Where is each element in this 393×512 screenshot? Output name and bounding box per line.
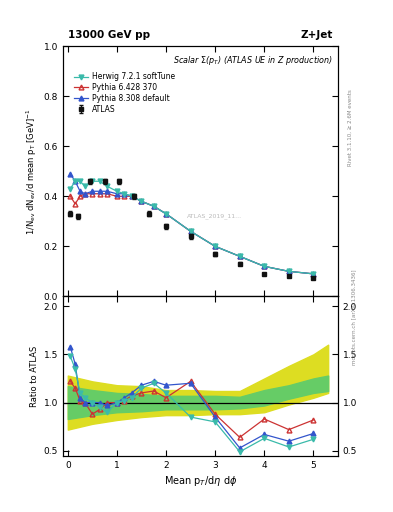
Herwig 7.2.1 softTune [83, 183, 87, 189]
Herwig 7.2.1 softTune [122, 190, 127, 197]
Pythia 6.428 370 [237, 253, 242, 260]
Herwig 7.2.1 softTune [129, 193, 134, 199]
Pythia 8.308 default [311, 271, 316, 277]
Herwig 7.2.1 softTune [139, 198, 144, 204]
Legend: Herwig 7.2.1 softTune, Pythia 6.428 370, Pythia 8.308 default, ATLAS: Herwig 7.2.1 softTune, Pythia 6.428 370,… [72, 70, 178, 116]
Pythia 6.428 370 [129, 193, 134, 199]
Herwig 7.2.1 softTune [286, 268, 291, 274]
Text: Z+Jet: Z+Jet [300, 30, 332, 40]
Pythia 6.428 370 [105, 190, 110, 197]
Pythia 8.308 default [122, 190, 127, 197]
Herwig 7.2.1 softTune [164, 211, 169, 217]
Pythia 8.308 default [237, 253, 242, 260]
Herwig 7.2.1 softTune [97, 178, 102, 184]
Herwig 7.2.1 softTune [237, 253, 242, 260]
Pythia 8.308 default [213, 243, 218, 249]
Pythia 6.428 370 [139, 198, 144, 204]
Line: Pythia 8.308 default: Pythia 8.308 default [68, 172, 316, 276]
Pythia 6.428 370 [68, 193, 73, 199]
Pythia 8.308 default [188, 228, 193, 234]
Text: Rivet 3.1.10, ≥ 2.6M events: Rivet 3.1.10, ≥ 2.6M events [348, 90, 353, 166]
Herwig 7.2.1 softTune [78, 178, 83, 184]
Pythia 6.428 370 [83, 190, 87, 197]
Herwig 7.2.1 softTune [262, 263, 267, 269]
Herwig 7.2.1 softTune [188, 228, 193, 234]
Pythia 6.428 370 [78, 193, 83, 199]
Pythia 8.308 default [97, 188, 102, 195]
Y-axis label: 1/N$_\mathregular{ev}$ dN$_\mathregular{ev}$/d mean p$_\mathregular{T}$ [GeV]$^{: 1/N$_\mathregular{ev}$ dN$_\mathregular{… [25, 108, 39, 234]
Herwig 7.2.1 softTune [151, 203, 156, 209]
Pythia 8.308 default [286, 268, 291, 274]
Text: 13000 GeV pp: 13000 GeV pp [68, 30, 151, 40]
Pythia 8.308 default [139, 198, 144, 204]
Pythia 6.428 370 [115, 193, 119, 199]
Pythia 6.428 370 [188, 228, 193, 234]
Herwig 7.2.1 softTune [68, 186, 73, 192]
Pythia 6.428 370 [262, 263, 267, 269]
X-axis label: Mean p$_T$/d$\eta$ d$\phi$: Mean p$_T$/d$\eta$ d$\phi$ [163, 474, 237, 488]
Pythia 6.428 370 [151, 203, 156, 209]
Y-axis label: Ratio to ATLAS: Ratio to ATLAS [31, 346, 39, 407]
Line: Pythia 6.428 370: Pythia 6.428 370 [68, 191, 316, 276]
Herwig 7.2.1 softTune [90, 178, 95, 184]
Text: mcplots.cern.ch [arXiv:1306.3436]: mcplots.cern.ch [arXiv:1306.3436] [352, 270, 357, 365]
Pythia 6.428 370 [90, 190, 95, 197]
Pythia 6.428 370 [213, 243, 218, 249]
Pythia 6.428 370 [122, 193, 127, 199]
Herwig 7.2.1 softTune [213, 243, 218, 249]
Text: Scalar $\Sigma$(p$_T$) (ATLAS UE in Z production): Scalar $\Sigma$(p$_T$) (ATLAS UE in Z pr… [173, 54, 332, 67]
Pythia 8.308 default [129, 193, 134, 199]
Pythia 8.308 default [90, 188, 95, 195]
Pythia 8.308 default [115, 190, 119, 197]
Line: Herwig 7.2.1 softTune: Herwig 7.2.1 softTune [68, 179, 316, 276]
Pythia 8.308 default [151, 203, 156, 209]
Pythia 8.308 default [68, 170, 73, 177]
Pythia 8.308 default [78, 188, 83, 195]
Pythia 6.428 370 [97, 190, 102, 197]
Pythia 8.308 default [164, 211, 169, 217]
Herwig 7.2.1 softTune [311, 271, 316, 277]
Herwig 7.2.1 softTune [115, 188, 119, 195]
Pythia 6.428 370 [164, 211, 169, 217]
Herwig 7.2.1 softTune [73, 178, 77, 184]
Pythia 8.308 default [73, 178, 77, 184]
Pythia 6.428 370 [73, 201, 77, 207]
Text: ATLAS_2019_11...: ATLAS_2019_11... [187, 214, 242, 219]
Pythia 8.308 default [262, 263, 267, 269]
Pythia 8.308 default [83, 190, 87, 197]
Pythia 6.428 370 [311, 271, 316, 277]
Herwig 7.2.1 softTune [105, 183, 110, 189]
Pythia 8.308 default [105, 188, 110, 195]
Pythia 6.428 370 [286, 268, 291, 274]
